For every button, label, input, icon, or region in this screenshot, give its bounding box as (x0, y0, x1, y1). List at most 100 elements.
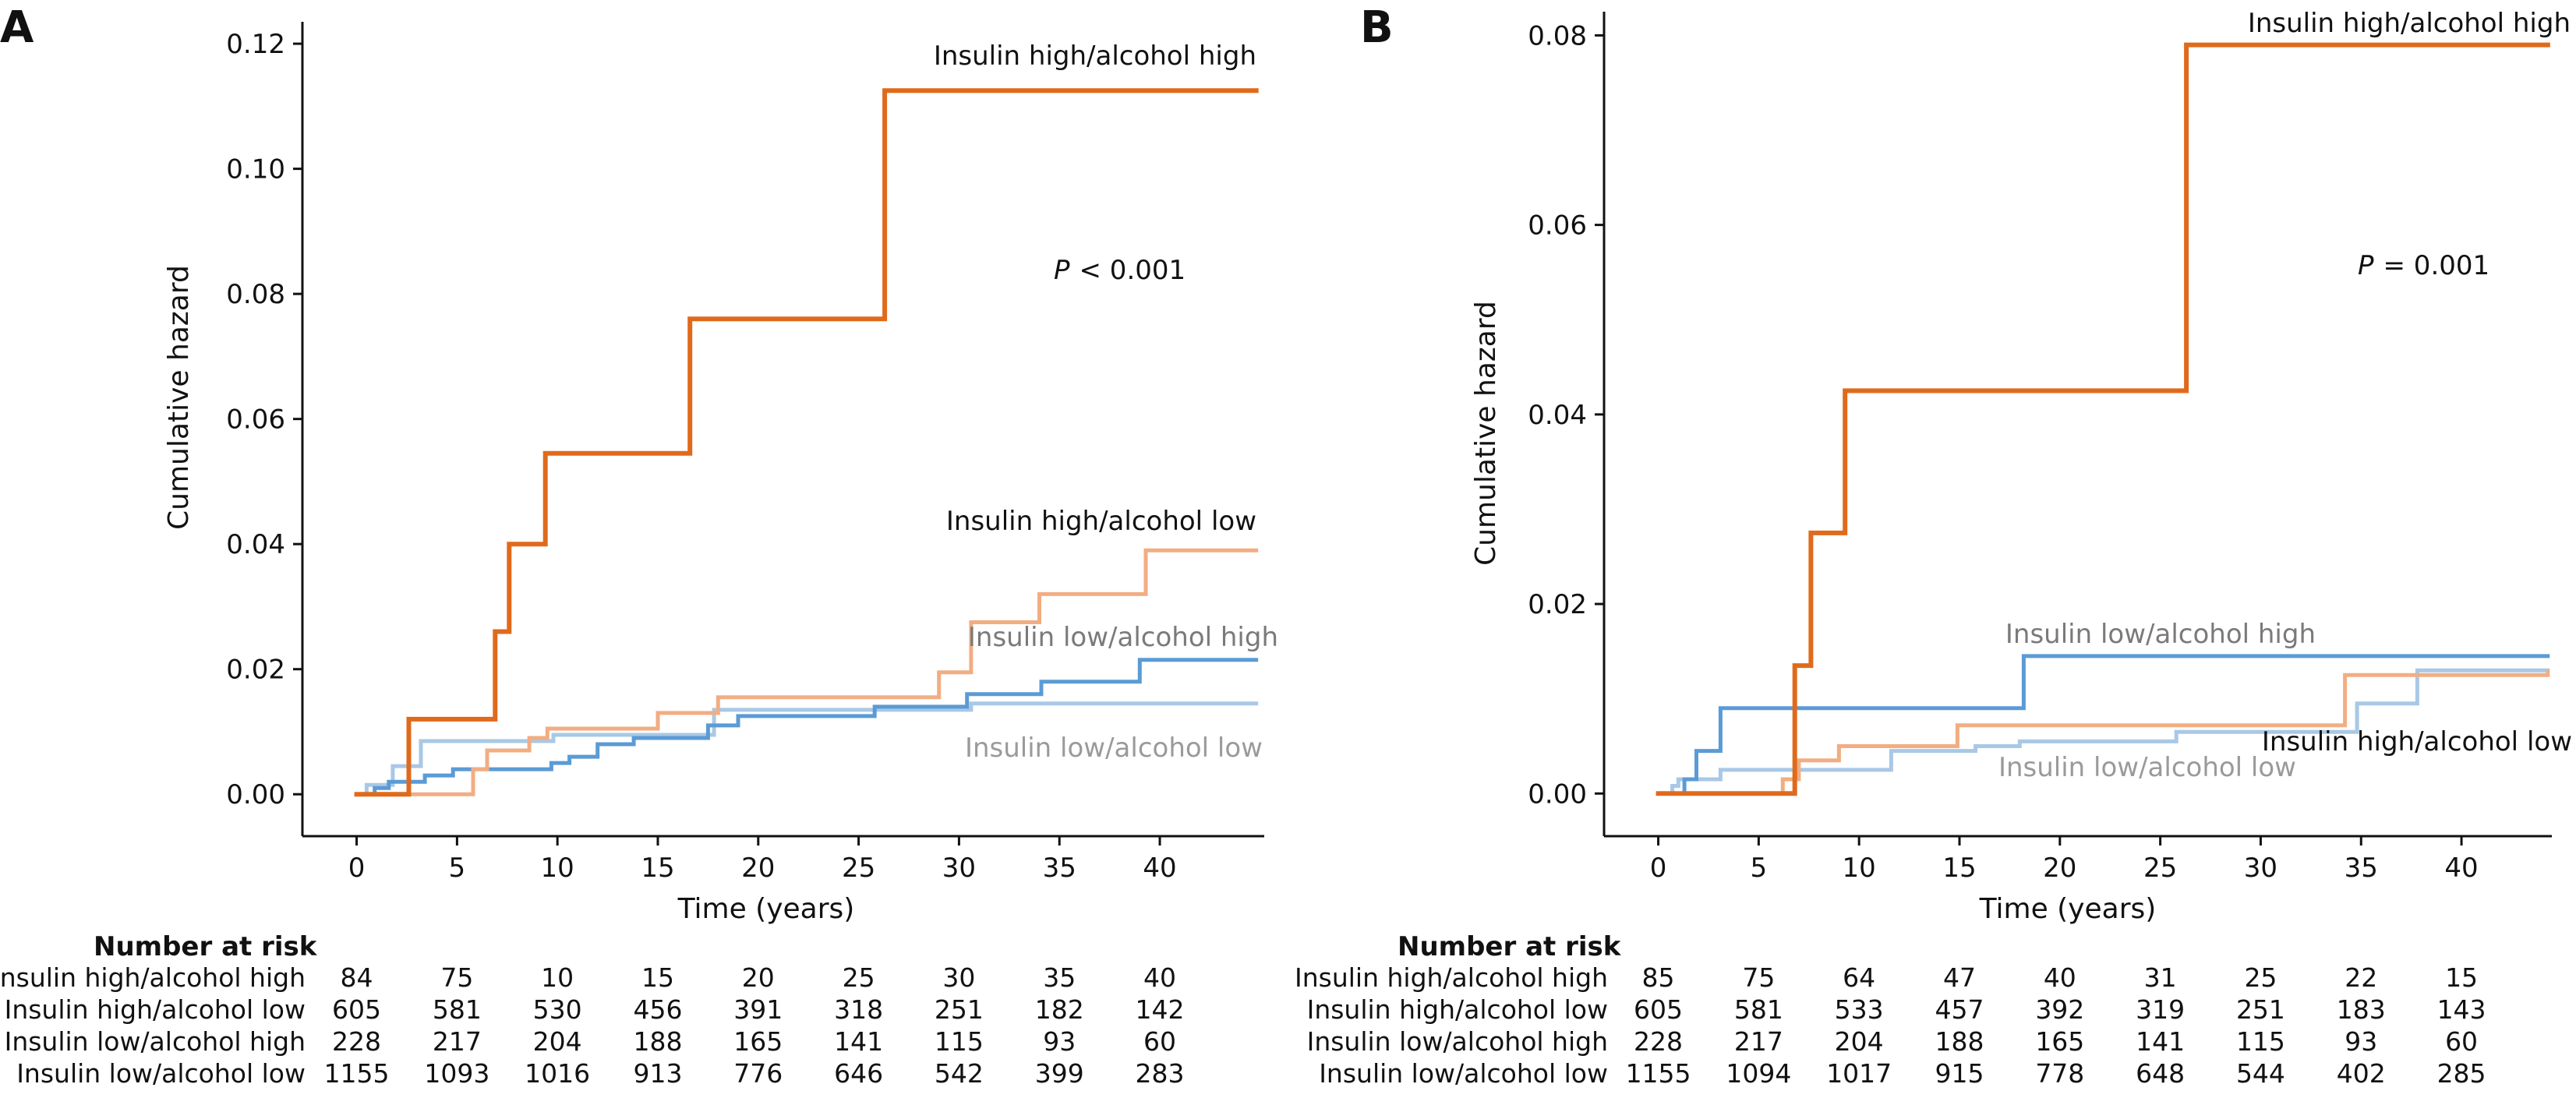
panel-a-risk-cell: 10 (541, 962, 574, 993)
panel-a-risk-cell: 1093 (424, 1058, 489, 1089)
panel-a-series (354, 88, 1259, 797)
panel-a-risk-cell: 20 (742, 962, 775, 993)
panel-a-label-ih-ah: Insulin high/alcohol high (934, 41, 1256, 72)
panel-b-risk-row-label: Insulin high/alcohol low (1307, 994, 1608, 1025)
panel-a-risk-cell: 1016 (525, 1058, 590, 1089)
panel-b-ticks: 0.00 0.02 0.04 0.06 0.08 0 5 10 15 20 25 30 35 40 (1528, 20, 2478, 884)
panel-a-x-tick-label: 0 (348, 853, 366, 884)
panel-b-risk-cell: 15 (2445, 962, 2478, 993)
panel-b-risk-cell: 915 (1935, 1058, 1984, 1089)
panel-a-label-ih-al: Insulin high/alcohol low (946, 506, 1256, 537)
panel-a-risk-cell: 35 (1043, 962, 1076, 993)
panel-b-x-tick-label: 5 (1751, 853, 1768, 884)
panel-b-y-tick-label: 0.00 (1528, 778, 1587, 810)
panel-b-risk-cell: 40 (2044, 962, 2076, 993)
panel-a-y-tick-label: 0.12 (226, 29, 285, 60)
panel-b-risk-cell: 1155 (1626, 1058, 1691, 1089)
panel-b-x-tick-label: 20 (2043, 853, 2076, 884)
panel-a-risk-cell: 15 (641, 962, 674, 993)
panel-b: B 0.00 0.02 0.04 0.06 0.08 0 5 10 15 20 25 30 35 40 T… (1295, 2, 2572, 1089)
panel-letter-a: A (0, 2, 34, 53)
panel-a-risk-cell: 530 (533, 994, 582, 1025)
panel-a-series-line-1 (355, 548, 1259, 796)
panel-a-label-il-al: Insulin low/alcohol low (965, 733, 1263, 764)
panel-b-series (1655, 42, 2550, 796)
panel-b-x-tick-label: 40 (2444, 853, 2478, 884)
panel-b-risk-heading: Number at risk (1398, 931, 1622, 962)
panel-a-risk-heading: Number at risk (94, 931, 318, 962)
panel-a-risk-cell: 182 (1035, 994, 1084, 1025)
panel-a-risk-row-label: Insulin low/alcohol high (5, 1026, 306, 1057)
panel-b-risk-cell: 1094 (1726, 1058, 1791, 1089)
panel-a-risk-cell: 75 (440, 962, 473, 993)
panel-a-risk-cell: 141 (834, 1026, 883, 1057)
panel-b-p-label: P (2358, 250, 2374, 281)
panel-a-risk-cell: 30 (942, 962, 975, 993)
panel-b-risk-cell: 402 (2337, 1058, 2386, 1089)
panel-b-p-value: P = 0.001 (2358, 250, 2489, 281)
panel-a-risk-cell: 318 (834, 994, 883, 1025)
panel-a-risk-row-label: Insulin low/alcohol low (16, 1058, 306, 1089)
panel-a-y-tick-label: 0.04 (226, 529, 285, 560)
panel-b-risk-cell: 141 (2136, 1026, 2185, 1057)
panel-b-risk-cell: 319 (2136, 994, 2185, 1025)
panel-a-y-tick-label: 0.02 (226, 655, 285, 686)
panel-a-risk-row-label: Insulin high/alcohol high (0, 962, 306, 993)
panel-a-risk-cell: 542 (935, 1058, 984, 1089)
panel-b-risk-cell: 85 (1642, 962, 1675, 993)
panel-a-risk-cell: 25 (843, 962, 875, 993)
panel-a-y-tick-label: 0.08 (226, 279, 285, 310)
panel-a-risk-cell: 399 (1035, 1058, 1084, 1089)
panel-a-risk-cell: 165 (733, 1026, 783, 1057)
panel-a-p-label: P (1054, 255, 1070, 286)
panel-b-risk-cell: 31 (2144, 962, 2177, 993)
panel-a-y-tick-label: 0.10 (226, 154, 285, 185)
panel-b-risk-row-label: Insulin low/alcohol low (1319, 1058, 1608, 1089)
panel-b-risk-cell: 228 (1634, 1026, 1683, 1057)
panel-a-risk-cell: 115 (935, 1026, 984, 1057)
panel-b-risk-cell: 93 (2345, 1026, 2377, 1057)
panel-letter-b: B (1360, 2, 1394, 53)
panel-b-risk-cell: 22 (2345, 962, 2377, 993)
panel-b-risk-cell: 778 (2035, 1058, 2084, 1089)
panel-b-axes (1602, 12, 2552, 838)
panel-b-risk-table: Insulin high/alcohol high 85 75 64 47 40 31 25 2… (1295, 962, 2486, 1089)
panel-a-y-axis-title: Cumulative hazard (163, 265, 195, 530)
panel-a-risk-cell: 391 (733, 994, 783, 1025)
panel-b-risk-row-label: Insulin low/alcohol high (1307, 1026, 1608, 1057)
panel-b-p-text: = 0.001 (2383, 250, 2490, 281)
panel-b-y-tick-label: 0.02 (1528, 589, 1587, 620)
panel-a-x-tick-label: 25 (842, 853, 875, 884)
panel-a-risk-cell: 776 (733, 1058, 783, 1089)
panel-a-risk-cell: 228 (332, 1026, 381, 1057)
panel-a-risk-cell: 1155 (324, 1058, 390, 1089)
panel-a-axes (301, 22, 1264, 838)
panel-b-risk-cell: 605 (1634, 994, 1683, 1025)
panel-b-x-tick-label: 35 (2345, 853, 2378, 884)
panel-a-risk-cell: 913 (633, 1058, 682, 1089)
panel-a-x-tick-label: 35 (1043, 853, 1076, 884)
panel-a-risk-cell: 40 (1143, 962, 1176, 993)
panel-a-label-il-ah: Insulin low/alcohol high (968, 622, 1278, 653)
panel-b-series-line-3 (1656, 668, 2550, 796)
panel-a-risk-cell: 581 (433, 994, 482, 1025)
panel-b-risk-cell: 183 (2337, 994, 2386, 1025)
panel-b-label-il-ah: Insulin low/alcohol high (2005, 619, 2316, 650)
panel-b-series-line-0 (1655, 42, 2550, 796)
panel-b-risk-cell: 544 (2236, 1058, 2285, 1089)
panel-b-label-ih-ah: Insulin high/alcohol high (2248, 8, 2571, 39)
panel-b-y-axis-title: Cumulative hazard (1470, 301, 1502, 566)
panel-a-ticks: 0.00 0.02 0.04 0.06 0.08 0.10 0.12 0 5 10 15 20 25 30… (226, 29, 1176, 884)
panel-a-y-tick-label: 0.00 (226, 779, 285, 810)
panel-a-risk-cell: 605 (332, 994, 381, 1025)
panel-a-risk-row-label: Insulin high/alcohol low (5, 994, 306, 1025)
panel-a-risk-cell: 142 (1136, 994, 1185, 1025)
panel-b-risk-cell: 25 (2244, 962, 2277, 993)
panel-a-risk-cell: 646 (834, 1058, 883, 1089)
panel-b-risk-cell: 60 (2445, 1026, 2478, 1057)
panel-a-x-tick-label: 40 (1143, 853, 1176, 884)
panel-b-risk-cell: 165 (2035, 1026, 2084, 1057)
panel-a-risk-cell: 217 (433, 1026, 482, 1057)
panel-b-risk-cell: 285 (2437, 1058, 2486, 1089)
panel-b-risk-cell: 648 (2136, 1058, 2185, 1089)
